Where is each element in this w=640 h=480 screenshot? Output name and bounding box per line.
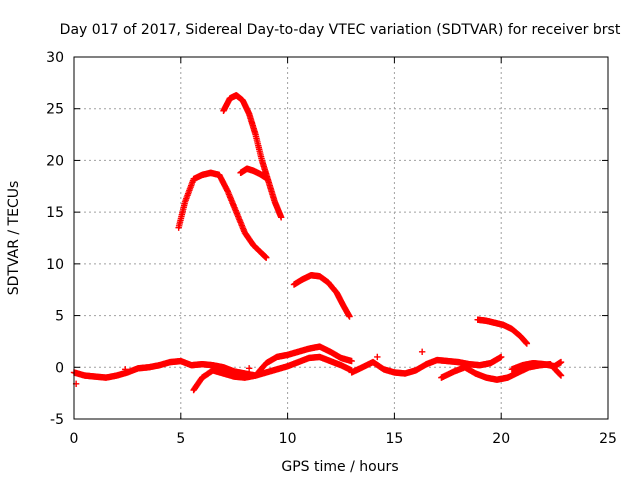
x-axis-label: GPS time / hours: [281, 459, 398, 475]
data-points: [70, 92, 565, 394]
x-tick-labels: 0 5 10 15 20 25: [70, 431, 617, 447]
data-point: [523, 340, 531, 347]
data-point: [263, 174, 270, 182]
data-point: [122, 366, 129, 373]
plot-frame: [73, 56, 609, 420]
series-arc-4: [290, 272, 353, 320]
y-tick-label: 20: [46, 153, 64, 169]
x-tick-label: 15: [385, 431, 403, 447]
x-tick-label: 20: [492, 431, 510, 447]
chart-title: Day 017 of 2017, Sidereal Day-to-day VTE…: [60, 22, 621, 38]
x-tick-label: 0: [70, 431, 79, 447]
series-arc-5: [474, 316, 531, 347]
series-baseline-5: [508, 358, 565, 373]
y-tick-label: 25: [46, 102, 64, 118]
series-baseline-2: [190, 353, 355, 394]
y-tick-label: 30: [46, 50, 64, 66]
data-point: [498, 353, 505, 361]
data-point: [277, 214, 285, 221]
y-tick-label: -5: [50, 412, 64, 428]
data-point: [418, 348, 426, 355]
y-tick-label: 10: [46, 257, 64, 273]
series-arc-2: [220, 92, 285, 221]
x-tick-label: 5: [176, 431, 185, 447]
series-baseline-1: [70, 343, 355, 381]
data-point: [557, 372, 565, 379]
y-tick-label: 15: [46, 205, 64, 221]
data-point: [557, 358, 565, 366]
series-arc-3: [237, 165, 270, 182]
data-point: [348, 357, 355, 365]
y-axis-label: SDTVAR / TECUs: [6, 181, 22, 296]
y-tick-labels: -5 0 5 10 15 20 25 30: [46, 50, 64, 428]
ticks: [73, 56, 609, 420]
data-point: [263, 254, 270, 261]
series-outliers: [72, 348, 426, 388]
y-tick-label: 5: [55, 309, 64, 325]
x-tick-label: 10: [279, 431, 297, 447]
y-tick-label: 0: [55, 360, 64, 376]
data-point: [374, 353, 381, 361]
data-point: [245, 365, 253, 372]
x-tick-label: 25: [599, 431, 617, 447]
series-arc-1: [175, 169, 270, 261]
data-point: [557, 371, 564, 378]
data-point: [346, 313, 353, 320]
